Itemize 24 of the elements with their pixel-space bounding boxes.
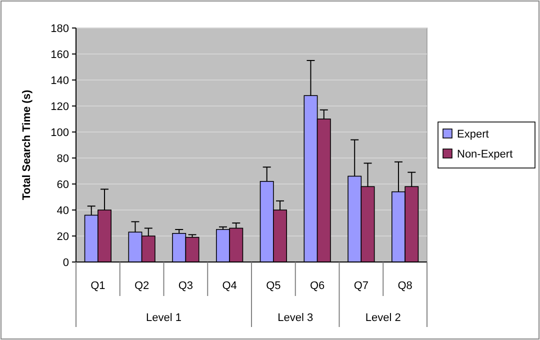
x-tick-label: Q2 [134,280,150,292]
x-tick-label: Q6 [310,280,325,292]
y-tick-label: 140 [50,74,69,87]
x-tick-label: Q1 [90,280,106,292]
y-tick-label: 120 [50,100,69,113]
y-tick-label: 40 [56,204,69,217]
y-tick-label: 180 [50,22,69,35]
x-tick-label: Q7 [354,280,369,292]
y-tick-label: 60 [56,178,69,191]
legend-label: Non-Expert [457,148,513,160]
y-tick-label: 160 [50,48,69,61]
y-tick-label: 100 [50,126,69,139]
y-tick-label: 20 [56,230,69,243]
legend-label: Expert [457,128,489,140]
x-tick-label: Q3 [178,280,194,292]
x-tick-label: Q4 [222,280,237,292]
y-tick-label: 0 [62,256,69,269]
y-axis-title: Total Search Time (s) [21,90,33,200]
text: Level 1 [146,312,182,324]
text: Level 3 [278,312,314,324]
y-tick-label: 80 [56,152,69,165]
x-tick-label: Q5 [266,280,281,292]
text: Level 2 [365,312,401,324]
x-tick-label: Q8 [398,280,412,292]
